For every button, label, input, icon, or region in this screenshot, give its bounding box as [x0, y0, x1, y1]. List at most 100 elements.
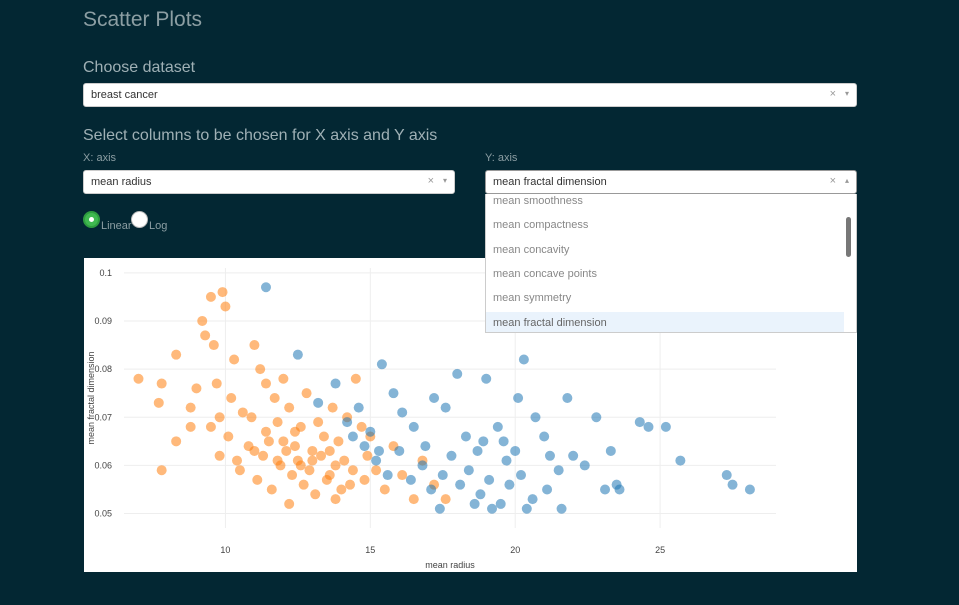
dropdown-option[interactable]: mean symmetry [493, 292, 572, 305]
data-point-series-0 [284, 498, 295, 509]
data-point-series-1 [501, 455, 512, 466]
data-point-series-1 [539, 431, 550, 442]
dropdown-option[interactable]: mean smoothness [493, 195, 583, 207]
chevron-down-icon[interactable]: ▾ [844, 89, 849, 98]
x-axis-select[interactable]: mean radius × ▾ [83, 170, 455, 194]
data-point-series-0 [440, 494, 451, 505]
data-point-series-0 [339, 455, 350, 466]
clear-icon[interactable]: × [829, 88, 836, 100]
data-point-series-1 [515, 470, 526, 481]
data-point-series-0 [217, 287, 228, 298]
page-title: Scatter Plots [83, 8, 203, 31]
data-point-series-0 [272, 455, 283, 466]
dropdown-option[interactable]: mean concavity [493, 243, 570, 256]
data-point-series-1 [460, 431, 471, 442]
data-point-series-1 [600, 484, 611, 495]
data-point-series-0 [298, 479, 309, 490]
data-point-series-1 [542, 484, 553, 495]
data-point-series-1 [472, 445, 483, 456]
radio-log[interactable] [131, 211, 148, 228]
x-tick-label: 15 [365, 545, 375, 555]
data-point-series-1 [260, 282, 271, 293]
dataset-select[interactable]: breast cancer × ▾ [83, 83, 857, 107]
data-point-series-0 [246, 412, 257, 423]
chevron-down-icon[interactable]: ▾ [442, 176, 447, 185]
x-axis-label: X: axis [83, 152, 117, 164]
data-point-series-0 [214, 412, 225, 423]
clear-icon[interactable]: × [829, 175, 836, 187]
data-point-series-0 [304, 465, 315, 476]
data-point-series-1 [492, 421, 503, 432]
data-point-series-0 [185, 402, 196, 413]
data-point-series-1 [475, 489, 486, 500]
data-point-series-1 [487, 503, 498, 514]
data-point-series-0 [272, 417, 283, 428]
radio-log-label[interactable]: Log [149, 220, 168, 232]
data-point-series-0 [156, 465, 167, 476]
data-point-series-1 [365, 426, 376, 437]
data-point-series-1 [518, 354, 529, 365]
data-point-series-0 [310, 489, 321, 500]
data-point-series-1 [452, 368, 463, 379]
data-point-series-1 [446, 450, 457, 461]
data-point-series-1 [544, 450, 555, 461]
y-tick-label: 0.05 [94, 509, 112, 519]
data-point-series-1 [478, 436, 489, 447]
data-point-series-1 [675, 455, 686, 466]
data-point-series-1 [388, 388, 399, 399]
data-point-series-0 [284, 402, 295, 413]
y-tick-label: 0.06 [94, 460, 112, 470]
data-point-series-0 [208, 340, 219, 351]
data-point-series-0 [330, 494, 341, 505]
data-point-series-0 [205, 421, 216, 432]
x-tick-label: 10 [220, 545, 230, 555]
data-point-series-0 [269, 393, 280, 403]
data-point-series-0 [307, 455, 318, 466]
dropdown-option[interactable]: mean concave points [493, 267, 597, 280]
chevron-up-icon[interactable]: ▴ [844, 176, 849, 185]
data-point-series-1 [429, 393, 440, 403]
data-point-series-0 [362, 450, 373, 461]
radio-linear[interactable] [83, 211, 100, 228]
scatter-chart[interactable]: 0.05 0.06 0.07 0.08 0.09 0.1 10 15 20 25 mean radi… [84, 258, 857, 572]
y-axis-dropdown-menu[interactable]: mean smoothness mean compactness mean conc… [485, 194, 857, 333]
data-point-series-0 [313, 417, 324, 428]
data-point-series-1 [562, 393, 573, 403]
data-point-series-1 [504, 479, 515, 490]
data-point-series-0 [223, 431, 234, 442]
dropdown-option[interactable]: mean compactness [493, 219, 589, 232]
data-point-series-0 [345, 479, 356, 490]
y-axis-label: Y: axis [485, 152, 518, 164]
data-point-series-0 [255, 364, 266, 375]
data-point-series-0 [249, 340, 260, 351]
data-point-series-0 [356, 421, 367, 432]
dropdown-scrollbar[interactable] [846, 217, 851, 257]
y-axis-select[interactable]: mean fractal dimension × ▴ [485, 170, 857, 194]
data-point-series-0 [258, 450, 269, 461]
data-point-series-0 [237, 407, 248, 418]
clear-icon[interactable]: × [427, 175, 434, 187]
data-point-series-1 [353, 402, 364, 413]
data-point-series-0 [292, 455, 303, 466]
y-tick-label: 0.09 [94, 316, 112, 326]
data-point-series-0 [324, 445, 335, 456]
x-tick-label: 20 [510, 545, 520, 555]
data-point-series-0 [185, 421, 196, 432]
data-point-series-1 [579, 460, 590, 471]
data-point-series-1 [463, 465, 474, 476]
dataset-heading: Choose dataset [83, 59, 196, 76]
data-point-series-0 [318, 431, 329, 442]
data-point-series-0 [301, 388, 312, 399]
data-point-series-1 [634, 417, 645, 428]
data-point-series-1 [371, 455, 382, 466]
data-point-series-1 [426, 484, 437, 495]
data-point-series-0 [133, 373, 144, 384]
dropdown-option[interactable]: mean fractal dimension [486, 311, 844, 332]
data-point-series-0 [379, 484, 390, 495]
data-point-series-0 [278, 373, 289, 384]
data-point-series-0 [266, 484, 277, 495]
data-point-series-1 [660, 421, 671, 432]
data-point-series-1 [437, 470, 448, 481]
data-point-series-1 [440, 402, 451, 413]
radio-linear-label[interactable]: Linear [101, 220, 132, 232]
